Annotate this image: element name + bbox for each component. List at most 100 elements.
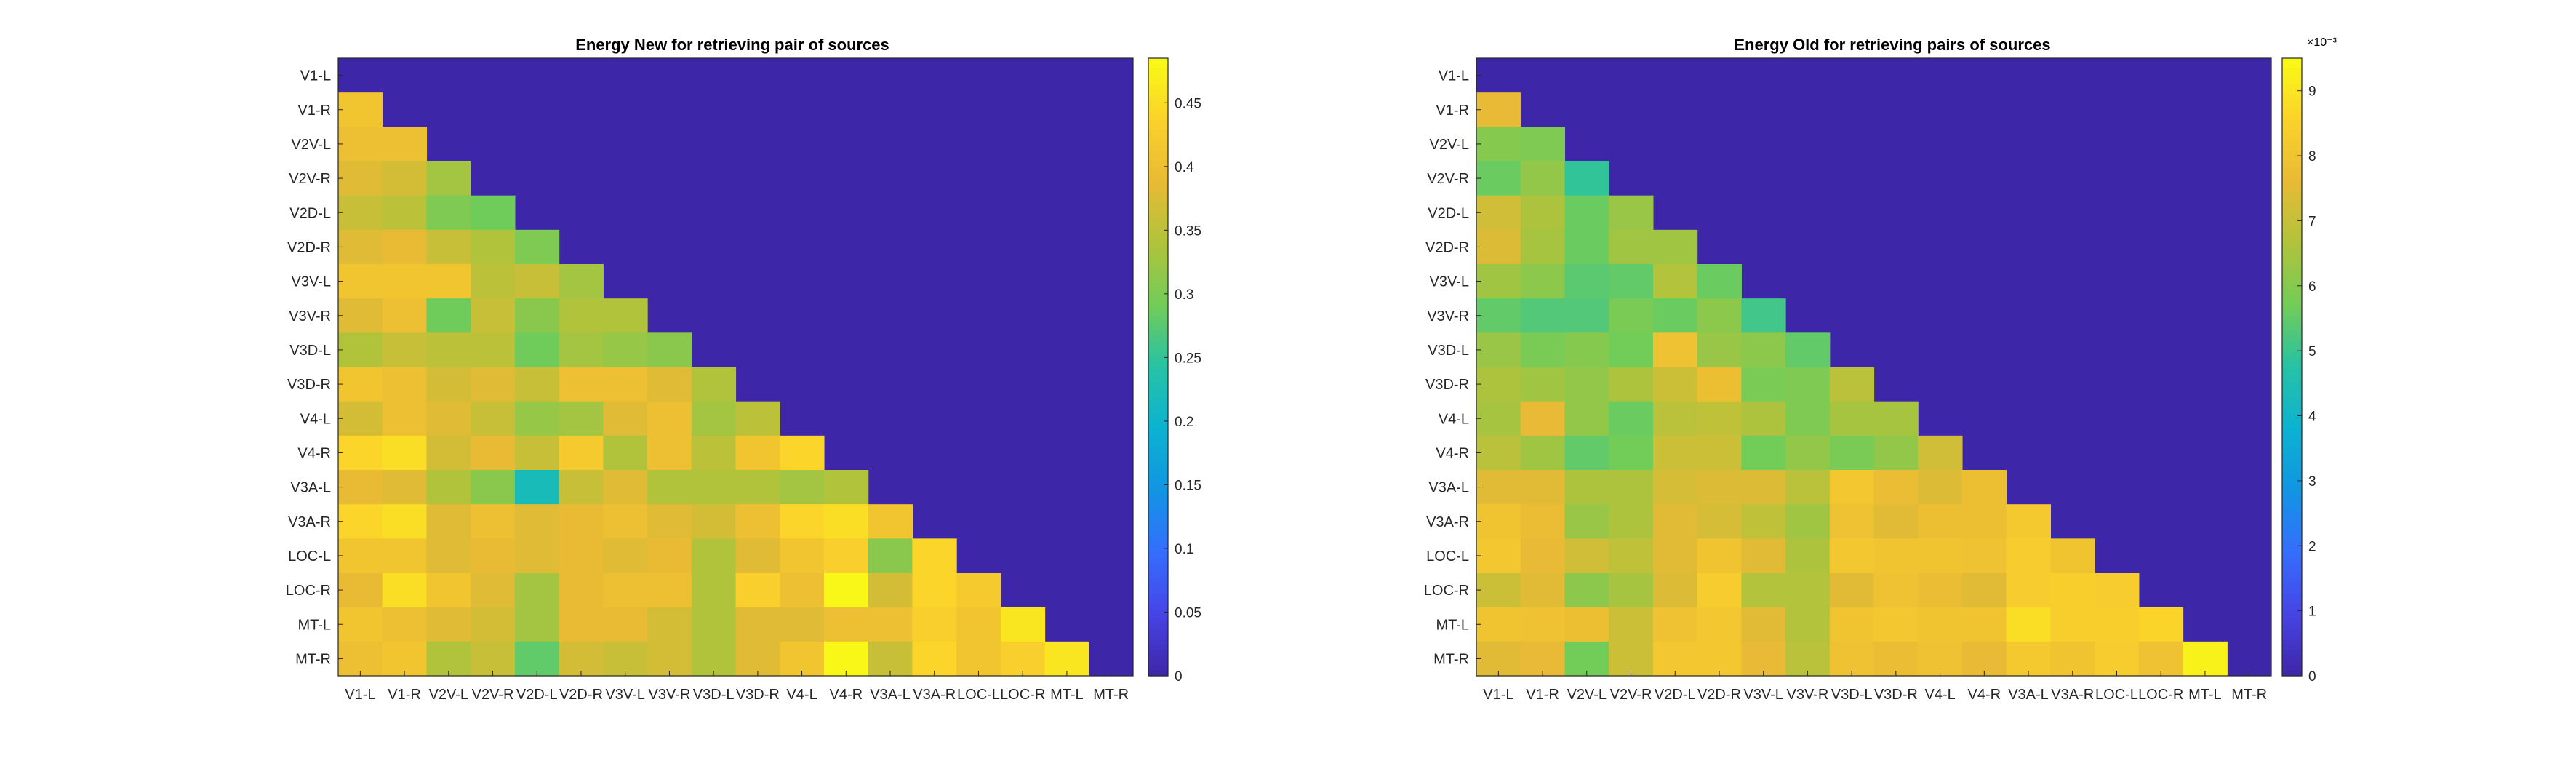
colorbar-segment: [2282, 495, 2302, 502]
heatmap-cell: [338, 435, 383, 471]
heatmap-cell: [823, 641, 869, 677]
heatmap-cell: [1652, 641, 1698, 677]
heatmap-cell: [1476, 195, 1521, 231]
colorbar-segment: [2282, 94, 2302, 100]
heatmap-cell: [780, 607, 825, 642]
heatmap-cell: [1476, 298, 1521, 333]
colorbar-segment: [1148, 480, 1168, 486]
heatmap-cell: [382, 161, 428, 196]
heatmap-cell: [1697, 470, 1742, 505]
colorbar-segment: [1148, 362, 1168, 368]
colorbar-segment: [2282, 284, 2302, 290]
x-tick-label: V4-L: [786, 687, 817, 703]
heatmap-cell: [2006, 641, 2051, 677]
colorbar-segment: [2282, 356, 2302, 363]
heatmap-cell: [1785, 573, 1831, 608]
y-tick-label: LOC-L: [1426, 548, 1469, 564]
colorbar-segment: [1148, 176, 1168, 183]
heatmap-cell: [514, 332, 560, 368]
colorbar-tick-label: 2: [2308, 539, 2316, 554]
heatmap-cell: [868, 607, 913, 642]
heatmap-cell: [382, 470, 428, 505]
heatmap-cell: [1785, 641, 1831, 677]
colorbar-segment: [1148, 609, 1168, 615]
heatmap-cell: [382, 195, 428, 231]
colorbar-segment: [2282, 130, 2302, 136]
colorbar-segment: [2282, 557, 2302, 563]
heatmap-cell: [1785, 435, 1831, 471]
heatmap-cell: [514, 264, 560, 299]
colorbar-segment: [1148, 238, 1168, 244]
heatmap-cell: [1564, 538, 1609, 574]
colorbar-segment: [2282, 119, 2302, 126]
colorbar-segment: [2282, 161, 2302, 167]
colorbar-segment: [2282, 290, 2302, 296]
heatmap-cell: [647, 435, 692, 471]
x-tick-label: V3D-R: [1874, 687, 1918, 703]
colorbar-segment: [1148, 124, 1168, 131]
colorbar-segment: [1148, 63, 1168, 69]
heatmap-cell: [691, 435, 737, 471]
heatmap-cell: [1785, 504, 1831, 539]
heatmap-cell: [2006, 573, 2051, 608]
colorbar-segment: [1148, 629, 1168, 635]
colorbar-segment: [1148, 356, 1168, 363]
heatmap-cell: [1873, 470, 1919, 505]
colorbar-segment: [2282, 258, 2302, 265]
colorbar-segment: [1148, 223, 1168, 229]
heatmap-cell: [471, 435, 516, 471]
y-tick-label: V1-R: [297, 103, 331, 119]
colorbar-segment: [1148, 495, 1168, 502]
y-tick-label: V2D-R: [1425, 239, 1469, 255]
colorbar-segment: [1148, 58, 1168, 64]
colorbar-segment: [1148, 665, 1168, 671]
colorbar-segment: [1148, 588, 1168, 594]
heatmap-cell: [1741, 504, 1786, 539]
colorbar-segment: [1148, 408, 1168, 414]
colorbar-segment: [1148, 619, 1168, 625]
heatmap-cell: [735, 538, 780, 574]
heatmap-cell: [1564, 298, 1609, 333]
colorbar-segment: [1148, 109, 1168, 116]
heatmap-cell: [1697, 332, 1742, 368]
heatmap-cell: [338, 127, 383, 162]
heatmap-cell: [1741, 470, 1786, 505]
heatmap-cell: [1520, 435, 1566, 471]
heatmap-cell: [1652, 332, 1698, 368]
colorbar-segment: [2282, 413, 2302, 419]
heatmap-cell: [2006, 538, 2051, 574]
heatmap-cell: [1476, 367, 1521, 402]
heatmap-cell: [1785, 538, 1831, 574]
heatmap-cell: [471, 195, 516, 231]
heatmap-cell: [1520, 332, 1566, 368]
colorbar-segment: [1148, 624, 1168, 630]
colorbar-segment: [1148, 521, 1168, 527]
heatmap-cell: [338, 573, 383, 608]
x-tick-label: V2V-L: [1567, 687, 1607, 703]
colorbar-segment: [2282, 166, 2302, 172]
y-tick-label: V3D-R: [287, 377, 331, 393]
heatmap-cell: [559, 538, 604, 574]
y-tick-label: LOC-R: [286, 583, 331, 599]
x-tick-label: V2D-L: [516, 687, 558, 703]
colorbar-segment: [1148, 542, 1168, 548]
heatmap-cell: [603, 332, 648, 368]
colorbar-segment: [2282, 243, 2302, 250]
heatmap-cell: [1564, 504, 1609, 539]
colorbar-tick-label: 0.1: [1175, 542, 1193, 557]
colorbar-segment: [2282, 124, 2302, 131]
colorbar-tick-label: 0.35: [1175, 223, 1201, 239]
colorbar-segment: [2282, 387, 2302, 394]
heatmap-cell: [426, 401, 471, 436]
colorbar-segment: [1148, 403, 1168, 409]
colorbar-segment: [1148, 315, 1168, 322]
heatmap-cell: [691, 573, 737, 608]
colorbar-segment: [1148, 351, 1168, 357]
colorbar-segment: [1148, 145, 1168, 151]
heatmap-cell: [691, 367, 737, 402]
y-tick-label: V2V-R: [1427, 171, 1469, 187]
colorbar-segment: [2282, 238, 2302, 244]
x-tick-label: V3A-R: [2051, 687, 2094, 703]
heatmap-cell: [338, 401, 383, 436]
colorbar-segment: [1148, 547, 1168, 553]
